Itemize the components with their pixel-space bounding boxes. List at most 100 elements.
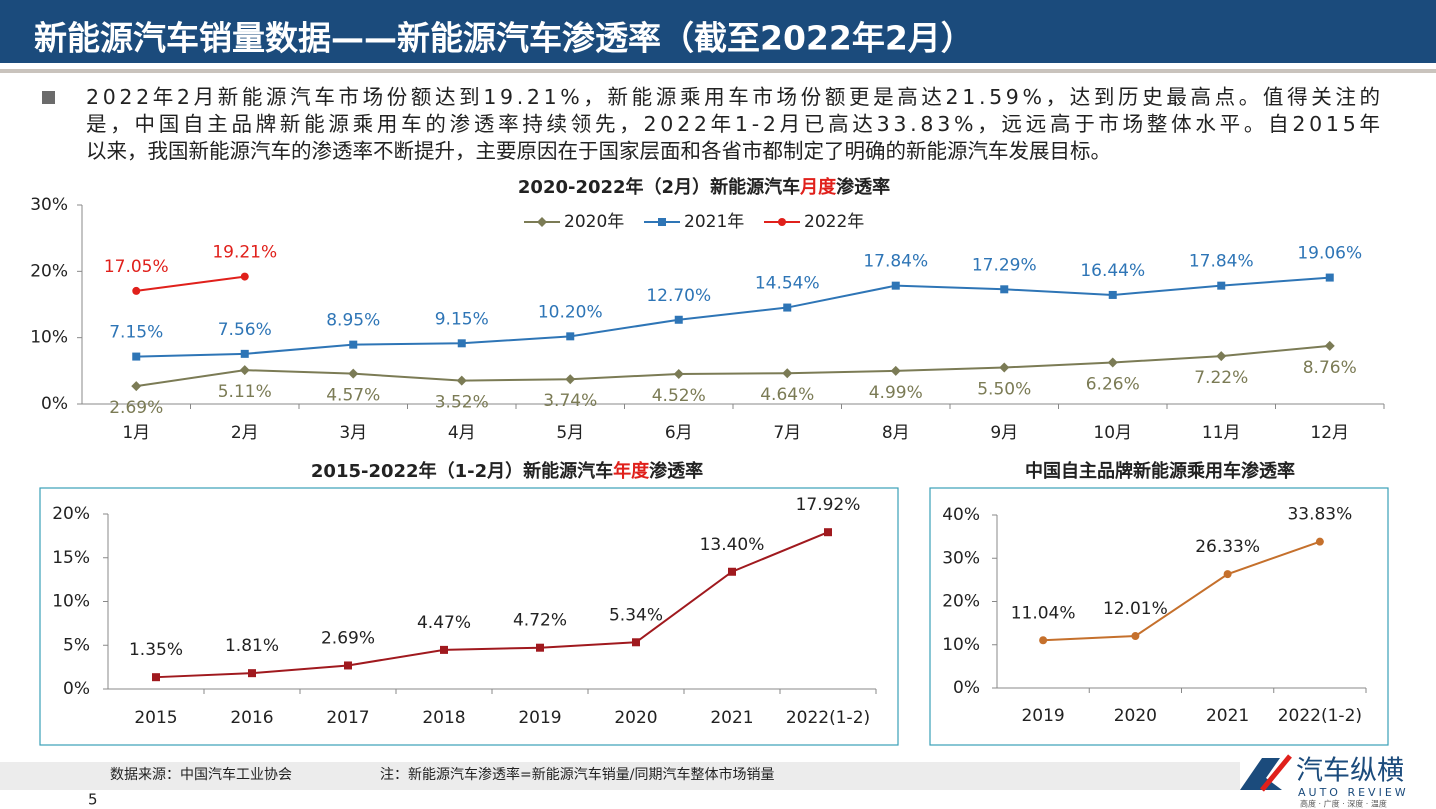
bullet-line: 是，中国自主品牌新能源乘用车的渗透率持续领先，2022年1-2月已高达33.83… [86,112,1380,136]
footer-source: 数据来源：中国汽车工业协会 [110,766,292,783]
x-tick-label: 2015 [134,708,177,728]
marker [248,669,256,678]
y-tick-label: 10% [30,328,68,348]
data-label: 17.29% [972,255,1037,275]
x-tick-label: 11月 [1202,423,1241,443]
y-tick-label: 20% [30,261,68,281]
series-line [136,275,245,292]
marker [890,365,901,376]
marker [566,332,575,341]
data-label: 17.84% [1189,252,1254,272]
logo-name: 汽车纵横 [1296,756,1404,787]
x-tick-label: 2020 [614,708,657,728]
marker [782,368,793,379]
data-label: 19.21% [212,243,277,263]
marker [240,272,249,281]
data-label: 4.57% [326,386,380,406]
marker [132,352,141,361]
data-label: 3.52% [435,393,489,413]
x-tick-label: 10月 [1093,423,1132,443]
marker [457,339,466,348]
x-tick-label: 3月 [339,423,367,443]
data-label: 4.99% [869,383,923,403]
data-label: 1.81% [225,636,279,656]
data-label: 3.74% [543,391,597,411]
data-label: 7.56% [218,320,272,340]
data-label: 11.04% [1011,603,1076,623]
data-label: 7.15% [109,323,163,343]
legend-marker [537,217,547,227]
legend-label: 2022年 [804,212,864,232]
page-number: 5 [88,791,98,809]
y-tick-label: 20% [52,504,90,524]
x-tick-label: 7月 [773,423,801,443]
chart-title: 2015-2022年（1-2月）新能源汽车年度渗透率 [311,460,703,482]
logo-slogan: 高度 · 广度 · 深度 · 温度 [1300,799,1387,809]
y-tick-label: 10% [52,592,90,612]
x-tick-label: 2021 [710,708,753,728]
marker [456,375,467,386]
marker [152,673,160,682]
data-label: 9.15% [435,309,489,329]
marker [728,567,736,576]
y-tick-label: 15% [52,548,90,568]
marker [440,645,448,654]
x-tick-label: 2016 [230,708,273,728]
marker [1223,570,1232,579]
data-label: 13.40% [700,535,765,555]
x-tick-label: 2017 [326,708,369,728]
y-tick-label: 10% [942,635,980,655]
x-tick-label: 12月 [1310,423,1349,443]
chart-title: 中国自主品牌新能源乘用车渗透率 [1025,460,1295,482]
marker [131,381,142,392]
x-tick-label: 9月 [990,423,1018,443]
data-label: 17.05% [104,257,169,277]
marker [673,369,684,380]
y-tick-label: 40% [942,505,980,525]
legend-label: 2020年 [564,212,624,232]
bullet [42,91,55,104]
x-tick-label: 2月 [231,423,259,443]
marker [1217,281,1226,290]
x-tick-label: 8月 [882,423,910,443]
series-line [136,276,1330,358]
marker [565,374,576,385]
data-label: 8.95% [326,311,380,331]
data-label: 5.34% [609,605,663,625]
footer-note: 注：新能源汽车渗透率=新能源汽车销量/同期汽车整体市场销量 [380,766,774,783]
bullet-line: 2022年2月新能源汽车市场份额达到19.21%，新能源乘用车市场份额更是高达2… [86,85,1380,109]
marker [783,303,792,312]
data-label: 12.01% [1103,599,1168,619]
logo-mark [1240,758,1282,790]
data-label: 33.83% [1287,505,1352,525]
y-tick-label: 30% [30,195,68,215]
data-label: 12.70% [646,286,711,306]
logo-english: AUTO REVIEW [1298,786,1409,799]
marker [1216,351,1227,362]
data-label: 8.76% [1303,358,1357,378]
data-label: 19.06% [1297,244,1362,264]
x-tick-label: 1月 [122,423,150,443]
y-tick-label: 20% [942,592,980,612]
x-tick-label: 5月 [556,423,584,443]
legend-marker [658,218,666,226]
marker [1108,290,1117,299]
data-label: 4.72% [513,611,567,631]
series-line [155,531,829,679]
data-label: 2.69% [109,398,163,418]
y-tick-label: 5% [63,635,90,655]
marker [1131,632,1140,641]
x-tick-label: 4月 [448,423,476,443]
data-label: 6.26% [1086,374,1140,394]
x-tick-label: 2019 [1021,706,1064,726]
y-tick-label: 0% [41,394,68,414]
marker [1315,537,1324,546]
chart-frame [929,487,1389,746]
marker [632,638,640,647]
data-label: 14.54% [755,274,820,294]
marker [344,661,352,670]
y-tick-label: 0% [63,679,90,699]
marker [1325,273,1334,282]
header-bar [0,0,1436,63]
x-tick-label: 2022(1-2) [786,708,870,728]
